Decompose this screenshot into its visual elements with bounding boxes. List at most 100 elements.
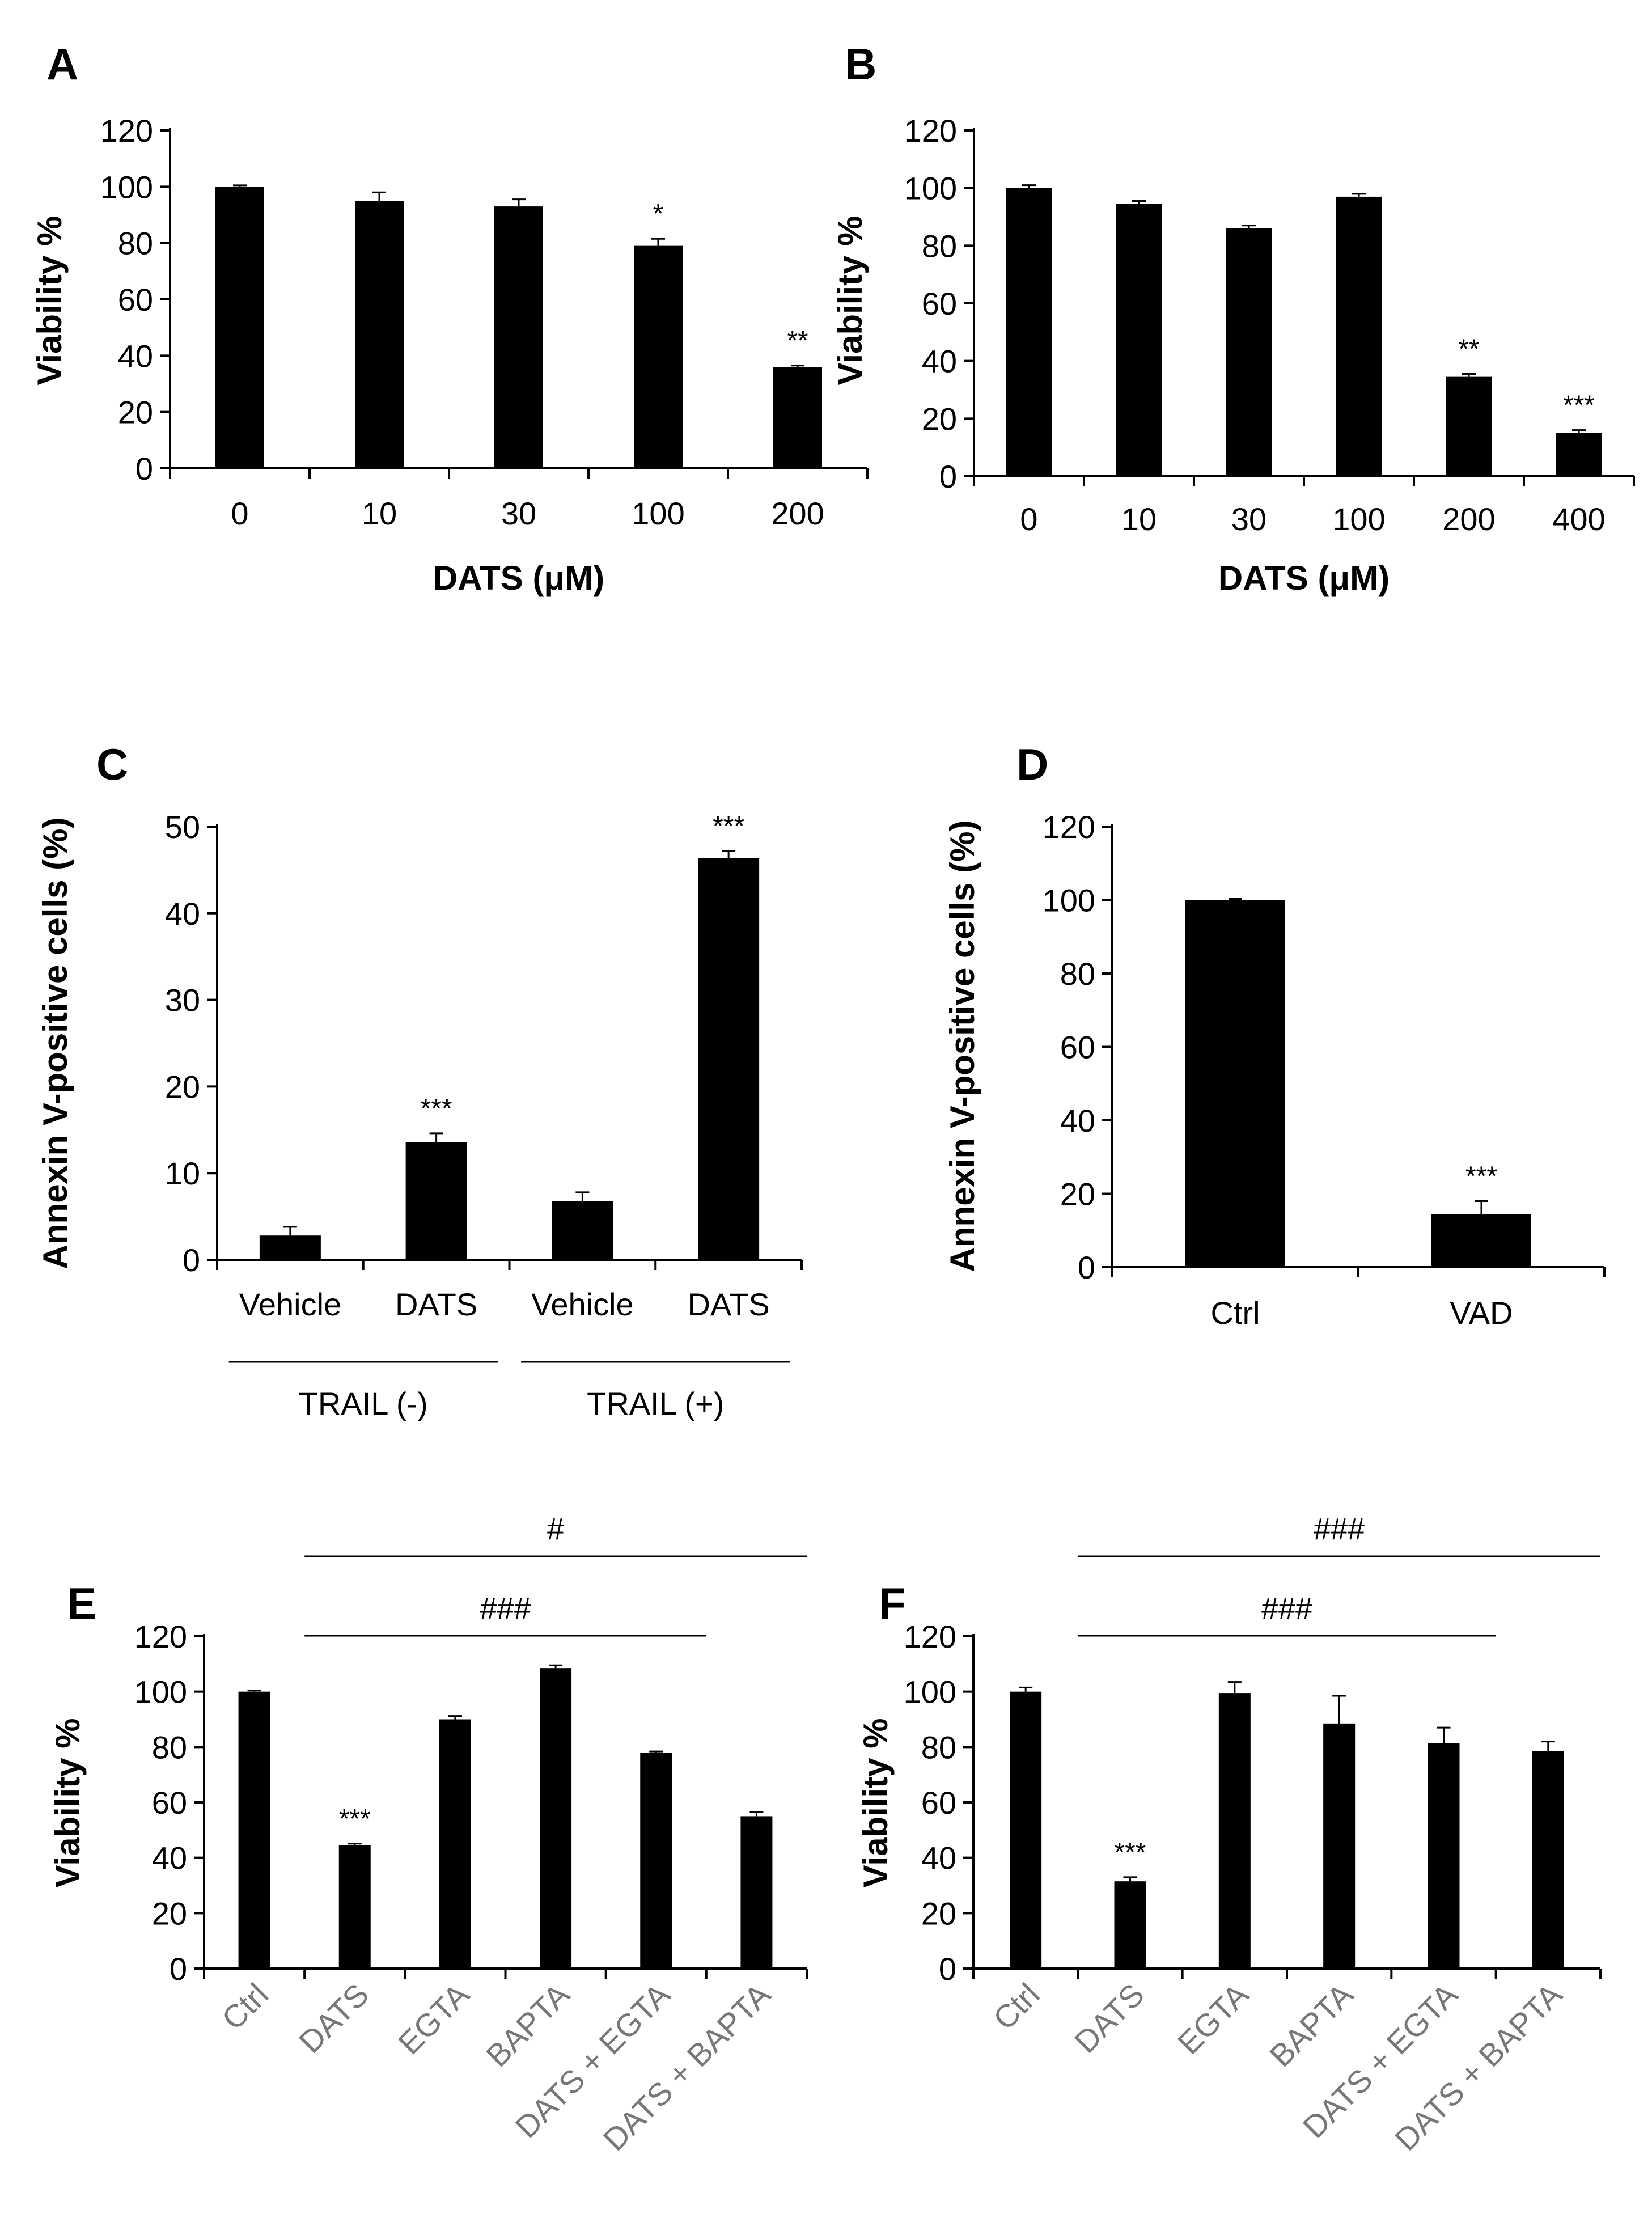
x-tick-label: EGTA [391, 1976, 476, 2061]
y-tick-label: 120 [904, 1619, 956, 1654]
y-tick-label: 120 [1043, 809, 1095, 845]
y-axis-label: Viability % [31, 215, 69, 385]
x-tick-label: DATS [395, 1286, 477, 1322]
bar [1428, 1743, 1460, 1969]
bar [405, 1142, 467, 1260]
y-axis-label: Viability % [49, 1718, 87, 1887]
x-axis-label: DATS (μM) [1218, 559, 1390, 597]
x-tick-label: 10 [362, 496, 397, 531]
significance-label: *** [1114, 1838, 1146, 1868]
x-tick-label: 0 [1020, 501, 1037, 537]
y-tick-label: 0 [1078, 1250, 1095, 1285]
y-tick-label: 50 [165, 809, 200, 845]
group-label: TRAIL (-) [299, 1386, 428, 1421]
y-tick-label: 30 [165, 983, 200, 1018]
panel-e: E 0 20 40 60 80 100 120 Ctrl *** DATS EGTA BAPTADATS… [49, 1512, 808, 2157]
panel-label: D [1016, 739, 1048, 789]
y-tick-label: 120 [904, 113, 957, 149]
bar [698, 858, 760, 1260]
x-tick-label: 100 [1332, 501, 1385, 537]
significance-label: *** [713, 811, 744, 841]
bar [1006, 188, 1052, 476]
bar [1116, 204, 1162, 476]
bar [1218, 1693, 1251, 1969]
x-tick-label: 0 [231, 496, 248, 531]
x-tick-label: DATS [292, 1976, 375, 2060]
x-tick-label: 200 [771, 496, 824, 531]
x-tick-label: BAPTA [1263, 1976, 1360, 2073]
x-tick-label: VAD [1450, 1295, 1513, 1331]
panel-label: C [96, 739, 128, 789]
bar [773, 367, 822, 468]
x-tick-label: Ctrl [986, 1976, 1047, 2037]
y-axis-label: Annexin V-positive cells (%) [36, 818, 74, 1269]
panel-label: B [845, 39, 876, 89]
y-tick-label: 20 [921, 1895, 956, 1931]
y-tick-label: 20 [118, 395, 153, 430]
y-tick-label: 40 [118, 338, 153, 374]
x-tick-label: DATS + BAPTA [596, 1976, 778, 2157]
y-tick-label: 40 [165, 896, 200, 932]
x-axis-label: DATS (μM) [433, 559, 604, 597]
bar [238, 1691, 270, 1969]
x-tick-label: DATS [688, 1286, 770, 1322]
y-tick-label: 120 [100, 113, 153, 149]
y-tick-label: 40 [922, 344, 957, 379]
bar [640, 1753, 672, 1969]
x-tick-label: 400 [1552, 501, 1605, 537]
panel-d: D 0 20 40 60 80 100 120 Ctrl *** VAD Annexin V-posi… [943, 739, 1606, 1331]
y-tick-label: 60 [118, 282, 153, 318]
y-tick-label: 20 [165, 1069, 200, 1104]
y-tick-label: 40 [152, 1840, 187, 1876]
y-tick-label: 40 [921, 1840, 956, 1876]
bar [634, 245, 683, 468]
y-tick-label: 20 [152, 1895, 187, 1931]
group-label: TRAIL (+) [587, 1386, 724, 1421]
significance-label: ** [1458, 335, 1479, 365]
significance-label: *** [339, 1804, 371, 1834]
x-tick-label: 10 [1121, 501, 1157, 537]
bar [439, 1719, 471, 1969]
panel-b: B 0 20 40 60 80 100 120 0 10 30 100 ** 200 *** 400 DATS … [831, 39, 1635, 597]
y-tick-label: 20 [1060, 1176, 1095, 1212]
bar [1010, 1691, 1042, 1969]
x-tick-label: Ctrl [215, 1976, 275, 2037]
comparison-label: # [547, 1512, 564, 1546]
bar [1446, 376, 1492, 476]
bar [740, 1816, 773, 1969]
bar [1185, 900, 1285, 1267]
bar [338, 1845, 371, 1969]
bar [552, 1201, 613, 1260]
y-tick-label: 100 [1043, 883, 1095, 918]
y-tick-label: 120 [134, 1619, 187, 1654]
significance-label: * [653, 199, 664, 229]
bar [1323, 1723, 1356, 1969]
significance-label: ** [787, 326, 808, 356]
x-tick-label: Vehicle [239, 1286, 342, 1322]
y-tick-label: 100 [904, 171, 957, 206]
panel-label: E [67, 1578, 96, 1628]
y-tick-label: 20 [922, 401, 957, 437]
bar [259, 1235, 321, 1260]
x-tick-label: Vehicle [531, 1286, 634, 1322]
y-axis-label: Annexin V-positive cells (%) [943, 820, 981, 1272]
panel-label: F [879, 1578, 906, 1628]
x-tick-label: 30 [1231, 501, 1266, 537]
x-tick-label: 200 [1442, 501, 1495, 537]
bar [1336, 196, 1382, 476]
significance-label: *** [1465, 1161, 1497, 1191]
bar [1556, 433, 1602, 476]
y-tick-label: 60 [922, 286, 957, 321]
y-tick-label: 0 [135, 451, 153, 486]
bar [215, 187, 264, 468]
y-axis-label: Viability % [857, 1718, 895, 1887]
y-tick-label: 0 [183, 1242, 200, 1278]
bar [1114, 1881, 1146, 1969]
y-tick-label: 0 [939, 1951, 956, 1987]
y-tick-label: 0 [170, 1951, 187, 1987]
y-tick-label: 80 [922, 228, 957, 264]
y-tick-label: 80 [921, 1729, 956, 1765]
y-tick-label: 40 [1060, 1103, 1095, 1138]
panel-label: A [46, 39, 78, 89]
